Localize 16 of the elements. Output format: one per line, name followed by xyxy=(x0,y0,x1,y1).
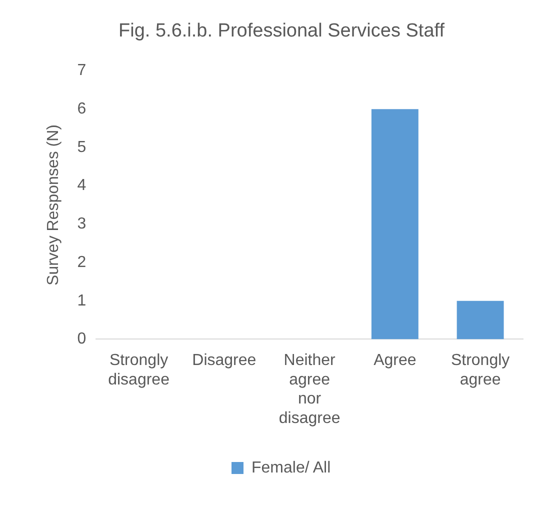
y-tick-label: 2 xyxy=(77,254,86,271)
x-tick-label: Strongly agree xyxy=(450,352,510,388)
y-tick-label: 0 xyxy=(77,330,86,348)
chart-title: Fig. 5.6.i.b. Professional Services Staff xyxy=(118,20,446,42)
x-tick-label: Neither agree nor disagree xyxy=(278,352,340,427)
x-tick-label: Strongly disagree xyxy=(108,352,170,388)
y-tick-label: 3 xyxy=(77,216,86,233)
y-tick-label: 1 xyxy=(77,292,86,310)
x-tick-label: Disagree xyxy=(192,352,256,370)
y-tick-label: 6 xyxy=(77,100,86,118)
y-axis-title: Survey Responses (N) xyxy=(45,124,62,286)
y-tick-label: 5 xyxy=(77,138,86,156)
y-tick-label: 7 xyxy=(77,62,86,80)
legend-label: Female/ All xyxy=(251,459,331,476)
y-tick-label: 4 xyxy=(77,177,86,194)
x-tick-label: Agree xyxy=(374,352,416,370)
